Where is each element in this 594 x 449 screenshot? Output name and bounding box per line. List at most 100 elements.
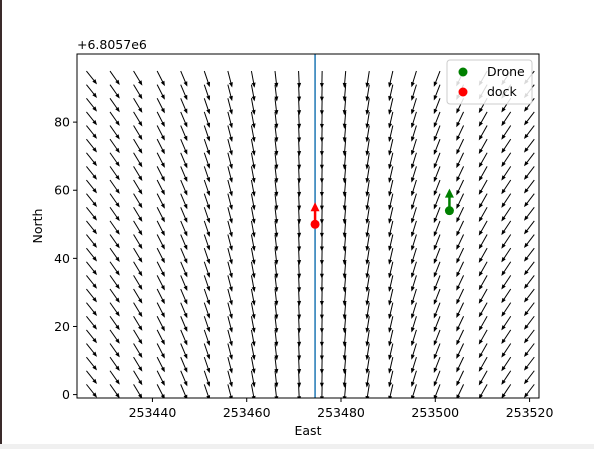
field-arrow xyxy=(501,247,512,263)
field-arrow xyxy=(297,111,302,129)
field-arrow xyxy=(274,261,279,279)
field-arrow xyxy=(342,84,347,102)
field-arrow xyxy=(227,111,233,129)
field-arrow xyxy=(227,329,233,347)
field-arrow xyxy=(501,125,512,140)
y-tick-label: 20 xyxy=(54,319,70,334)
field-arrow xyxy=(156,125,165,141)
field-arrow xyxy=(86,261,98,276)
field-arrow xyxy=(388,98,394,115)
field-arrow xyxy=(180,384,188,398)
field-arrow xyxy=(501,384,512,398)
field-arrow xyxy=(478,261,488,277)
field-arrow xyxy=(410,98,417,115)
field-arrow xyxy=(478,220,488,236)
field-arrow xyxy=(109,302,120,317)
field-arrow xyxy=(478,179,488,195)
field-arrow xyxy=(342,370,347,388)
field-arrow xyxy=(365,166,370,184)
field-arrow xyxy=(109,370,120,385)
field-arrow xyxy=(365,152,370,170)
field-arrow xyxy=(410,288,417,306)
field-arrow xyxy=(501,206,512,222)
y-tick-label: 40 xyxy=(54,251,70,266)
field-arrow xyxy=(250,384,256,398)
field-arrow xyxy=(523,193,535,208)
field-arrow xyxy=(342,384,347,398)
field-arrow xyxy=(365,357,370,374)
field-arrow xyxy=(109,356,120,372)
field-arrow xyxy=(523,138,535,153)
field-arrow xyxy=(456,207,465,223)
field-arrow xyxy=(250,288,256,306)
field-arrow xyxy=(523,125,535,140)
field-arrow xyxy=(365,220,370,238)
field-arrow xyxy=(433,125,441,142)
field-arrow xyxy=(86,220,98,235)
field-arrow xyxy=(156,166,165,182)
field-arrow xyxy=(203,179,211,197)
field-arrow xyxy=(388,370,394,388)
field-arrow xyxy=(297,139,302,157)
field-arrow xyxy=(501,179,512,195)
x-tick-label: 253440 xyxy=(129,405,177,420)
field-arrow xyxy=(109,166,120,181)
field-arrow xyxy=(365,384,370,398)
field-arrow xyxy=(478,247,488,263)
field-arrow xyxy=(410,275,417,292)
field-arrow xyxy=(456,179,465,196)
field-arrow xyxy=(388,125,394,143)
field-arrow xyxy=(133,234,143,250)
field-arrow xyxy=(203,343,211,360)
x-tick-label: 253480 xyxy=(317,405,365,420)
field-arrow xyxy=(433,220,441,237)
field-arrow xyxy=(365,125,370,143)
field-arrow xyxy=(365,329,370,347)
field-arrow xyxy=(501,315,512,331)
field-arrow xyxy=(478,343,488,359)
field-arrow xyxy=(109,125,120,140)
field-arrow xyxy=(388,234,394,252)
field-arrow xyxy=(342,302,347,320)
field-arrow xyxy=(109,84,120,99)
field-arrow xyxy=(297,275,302,293)
legend-label-dock: dock xyxy=(487,84,517,99)
field-arrow xyxy=(180,261,188,278)
field-arrow xyxy=(410,220,417,238)
field-arrow xyxy=(227,261,233,279)
field-arrow xyxy=(250,70,256,88)
field-arrow xyxy=(388,84,394,102)
field-arrow xyxy=(250,179,256,197)
field-arrow xyxy=(342,248,347,266)
field-arrow xyxy=(109,152,120,167)
field-arrow xyxy=(342,193,347,211)
field-arrow xyxy=(86,70,98,85)
field-arrow xyxy=(180,275,188,292)
field-arrow xyxy=(523,261,535,276)
field-arrow xyxy=(342,179,347,197)
field-arrow xyxy=(365,111,370,129)
field-arrow xyxy=(156,152,165,168)
field-arrow xyxy=(365,179,370,197)
series-point-dock xyxy=(310,202,320,229)
field-arrow xyxy=(86,370,98,385)
field-arrow xyxy=(156,261,165,277)
field-arrow xyxy=(109,275,120,290)
field-arrow xyxy=(109,288,120,303)
field-arrow xyxy=(274,384,279,398)
field-arrow xyxy=(501,302,512,317)
field-arrow xyxy=(86,329,98,344)
field-arrow xyxy=(388,302,394,320)
field-arrow xyxy=(133,207,143,222)
field-arrow xyxy=(388,152,394,170)
field-arrow xyxy=(203,193,211,210)
field-arrow xyxy=(523,234,535,249)
field-arrow xyxy=(274,98,279,116)
field-arrow xyxy=(365,316,370,334)
field-arrow xyxy=(86,275,98,289)
field-arrow xyxy=(274,125,279,143)
field-arrow xyxy=(109,97,120,113)
field-arrow xyxy=(109,138,120,154)
field-arrow xyxy=(501,343,512,358)
field-arrow xyxy=(342,98,347,116)
